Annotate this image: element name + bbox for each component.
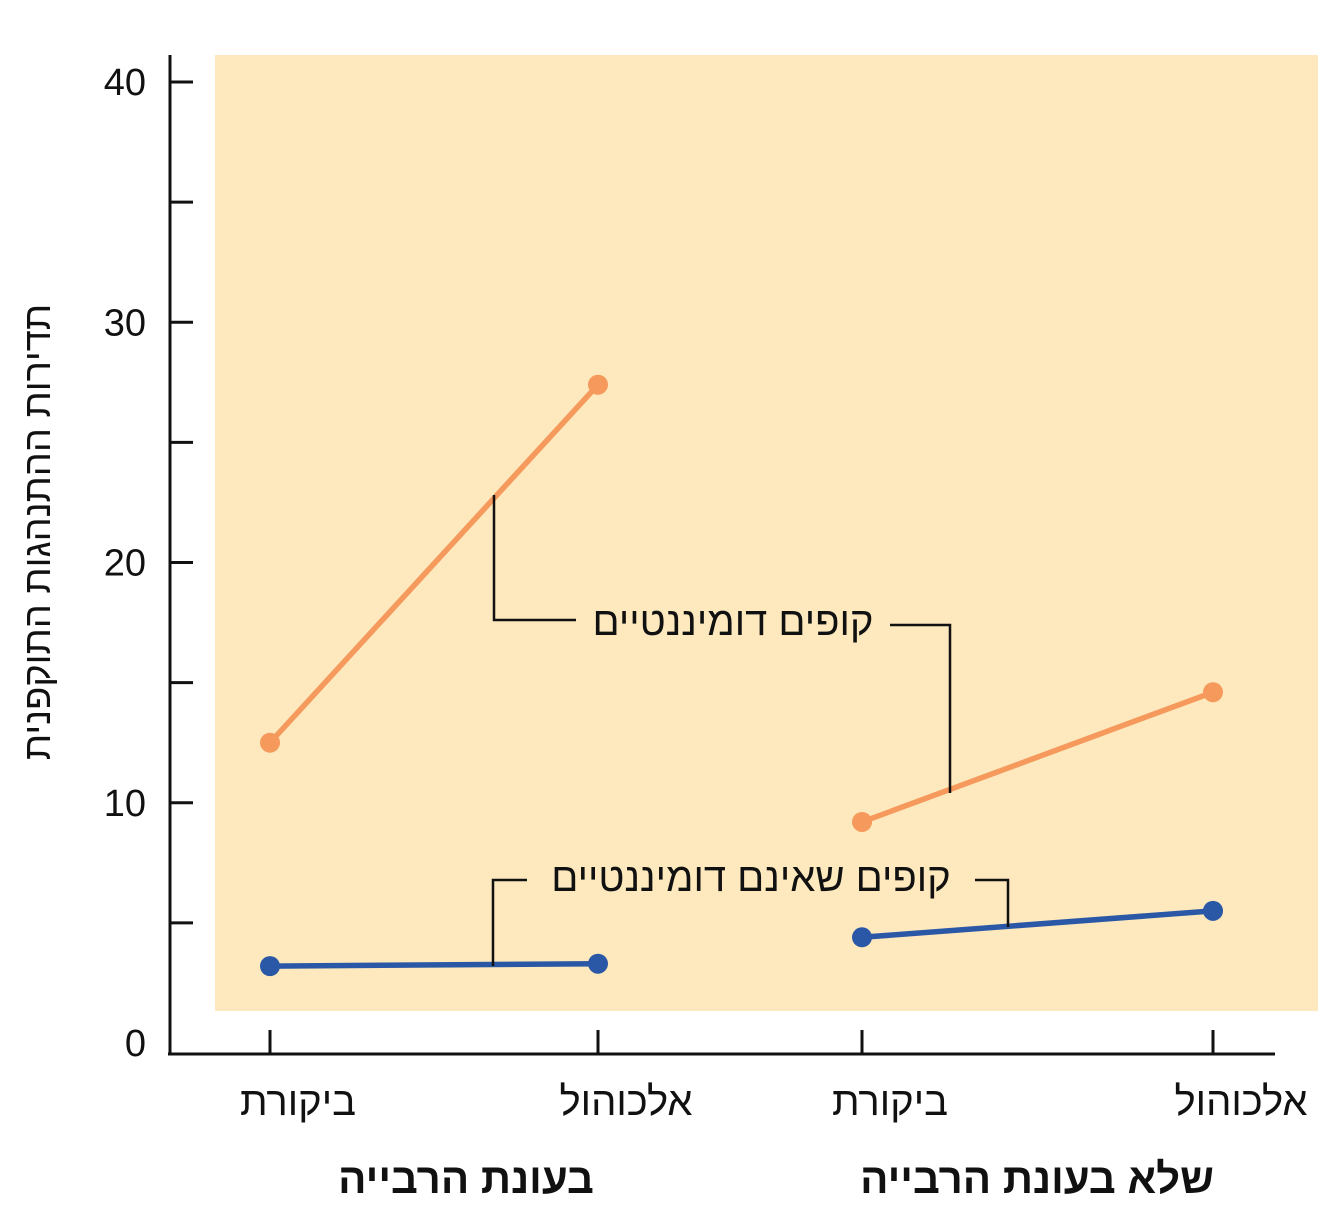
series-point: [852, 811, 872, 832]
x-tick-label: אלכוהול: [1174, 1080, 1307, 1124]
dominant-series-label: קופים דומיננטיים: [593, 600, 874, 644]
x-tick-label: ביקורת: [240, 1080, 356, 1124]
series-point: [588, 374, 608, 395]
y-tick-label: 40: [104, 62, 146, 104]
x-tick-label: ביקורת: [832, 1080, 948, 1124]
series-line: [859, 908, 1216, 941]
series-point: [852, 927, 872, 948]
x-ticks: ביקורת אלכוהול ביקורת אלכוהול: [240, 1030, 1308, 1124]
series-point: [260, 732, 280, 753]
group-label-nonbreeding: שלא בעונת הרבייה: [860, 1155, 1214, 1202]
group-label-breeding: בעונת הרבייה: [338, 1155, 594, 1202]
series-line: [859, 689, 1216, 825]
series-layer: [260, 374, 1223, 977]
series-point: [1203, 682, 1223, 703]
y-tick-label: 10: [104, 783, 146, 825]
y-ticks: 0 10 20 30 40: [104, 62, 193, 1065]
y-tick-label: 30: [104, 302, 146, 344]
x-tick-label: אלכוהול: [559, 1080, 692, 1124]
y-tick-label: 0: [125, 1023, 146, 1065]
dominant-leader-line: [492, 495, 952, 793]
series-annotations: קופים דומיננטיים קופים שאינם דומיננטיים: [491, 495, 1010, 966]
series-point: [260, 956, 280, 977]
series-point: [588, 953, 608, 974]
nondominant-leader-line: [491, 878, 1010, 966]
series-point: [1203, 900, 1223, 921]
plot-background: [215, 55, 1318, 1011]
nondominant-series-label: קופים שאינם דומיננטיים: [551, 856, 951, 900]
axes: [168, 55, 1275, 1056]
series-line: [267, 381, 601, 746]
y-axis-label: תדירות ההתנהגות התוקפנית: [17, 304, 59, 760]
series-line: [267, 960, 601, 969]
y-tick-label: 20: [104, 543, 146, 585]
